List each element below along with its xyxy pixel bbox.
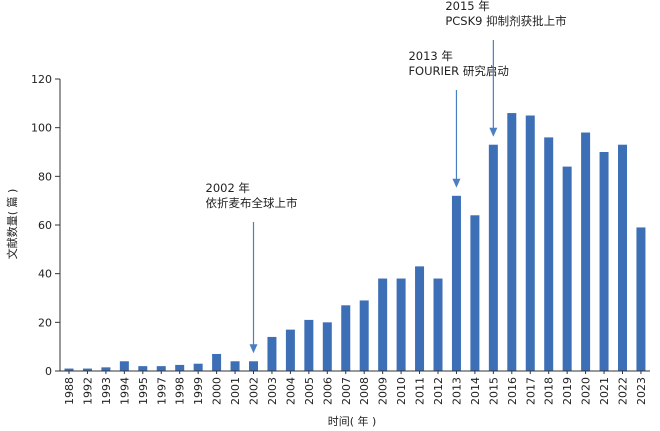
y-tick-label: 100 xyxy=(31,122,52,135)
bar-2007 xyxy=(341,305,351,371)
bar-1993 xyxy=(101,367,111,371)
bar-2018 xyxy=(544,137,554,371)
x-tick-label-2000: 2000 xyxy=(211,377,224,405)
x-tick-label-2006: 2006 xyxy=(321,377,334,405)
annotation-text: 2013 年 xyxy=(408,49,452,63)
x-tick-label-2021: 2021 xyxy=(598,377,611,405)
x-axis-title: 时间( 年 ) xyxy=(328,414,377,428)
x-ticks-group: 1988 1992 1993 1994 1995 1997 1998 1999 2000 2001… xyxy=(63,371,648,405)
y-tick-label: 20 xyxy=(38,316,52,329)
x-tick-label-1988: 1988 xyxy=(63,377,76,405)
x-tick-label-1998: 1998 xyxy=(174,377,187,405)
bar-2022 xyxy=(618,144,627,371)
annotation-arrow-head xyxy=(489,127,498,137)
annotation-text: 2002 年 xyxy=(206,181,250,195)
bar-1995 xyxy=(138,366,148,371)
x-tick-label-2011: 2011 xyxy=(414,377,427,405)
y-tick-label: 60 xyxy=(38,219,52,232)
x-tick-label-2022: 2022 xyxy=(617,377,630,405)
x-tick-label-2018: 2018 xyxy=(543,377,556,405)
y-tick-label: 40 xyxy=(38,268,52,281)
annotation-arrow-head xyxy=(452,178,461,188)
bar-2006 xyxy=(322,322,332,371)
bar-2015 xyxy=(488,144,498,371)
x-tick-label-1993: 1993 xyxy=(100,377,113,405)
annotation-text: FOURIER 研究启动 xyxy=(408,64,508,78)
x-tick-label-2015: 2015 xyxy=(487,377,500,405)
bar-2010 xyxy=(396,278,406,371)
bar-2017 xyxy=(525,115,535,371)
x-tick-label-2001: 2001 xyxy=(229,377,242,405)
bar-2013 xyxy=(451,195,461,371)
x-tick-label-2008: 2008 xyxy=(358,377,371,405)
y-tick-label: 120 xyxy=(31,73,52,86)
bar-2011 xyxy=(415,266,425,371)
x-tick-label-2013: 2013 xyxy=(450,377,463,405)
bar-2005 xyxy=(304,319,314,371)
bar-2019 xyxy=(562,166,572,371)
bar-2020 xyxy=(581,132,591,371)
bar-2021 xyxy=(599,152,609,371)
x-tick-label-2020: 2020 xyxy=(580,377,593,405)
x-tick-label-1994: 1994 xyxy=(118,377,131,405)
bar-2001 xyxy=(230,361,240,371)
x-tick-label-2005: 2005 xyxy=(303,377,316,405)
x-tick-label-2012: 2012 xyxy=(432,377,445,405)
bar-2012 xyxy=(433,278,443,371)
bar-2000 xyxy=(212,353,222,371)
bar-1999 xyxy=(193,363,203,371)
bar-2016 xyxy=(507,113,517,372)
bar-1998 xyxy=(175,364,185,371)
y-ticks-group: 0 20 40 60 80 100 120 xyxy=(31,73,60,378)
x-tick-label-1992: 1992 xyxy=(81,377,94,405)
annotation-text: 2015 年 xyxy=(445,0,489,13)
bar-2008 xyxy=(359,300,369,371)
x-tick-label-2017: 2017 xyxy=(524,377,537,405)
bar-2002 xyxy=(249,361,258,371)
bar-1988 xyxy=(64,368,74,371)
bar-1997 xyxy=(156,366,166,371)
bar-1992 xyxy=(82,368,92,371)
x-tick-label-2002: 2002 xyxy=(248,377,261,405)
bar-2004 xyxy=(285,329,295,371)
x-tick-label-2014: 2014 xyxy=(469,377,482,405)
x-tick-label-2004: 2004 xyxy=(284,377,297,405)
y-axis-title: 文献数量( 篇 ) xyxy=(5,189,19,260)
x-tick-label-2023: 2023 xyxy=(635,377,648,405)
x-tick-label-1999: 1999 xyxy=(192,377,205,405)
annotation-text: PCSK9 抑制剂获批上市 xyxy=(445,14,566,28)
x-tick-label-2003: 2003 xyxy=(266,377,279,405)
x-tick-label-1995: 1995 xyxy=(137,377,150,405)
x-tick-label-2019: 2019 xyxy=(561,377,574,405)
x-tick-label-2016: 2016 xyxy=(506,377,519,405)
x-tick-label-2009: 2009 xyxy=(377,377,390,405)
x-tick-label-2007: 2007 xyxy=(340,377,353,405)
bars-group xyxy=(64,113,646,372)
bar-2003 xyxy=(267,336,277,371)
x-tick-label-2010: 2010 xyxy=(395,377,408,405)
bar-2009 xyxy=(378,278,388,371)
annotation-arrow-head xyxy=(249,344,258,354)
y-tick-label: 0 xyxy=(45,365,52,378)
y-tick-label: 80 xyxy=(38,170,52,183)
annotation-text: 依折麦布全球上市 xyxy=(206,196,298,210)
bar-2014 xyxy=(470,215,480,371)
bar-2023 xyxy=(636,227,646,371)
bar-1994 xyxy=(119,361,129,371)
x-tick-label-1997: 1997 xyxy=(155,377,168,405)
